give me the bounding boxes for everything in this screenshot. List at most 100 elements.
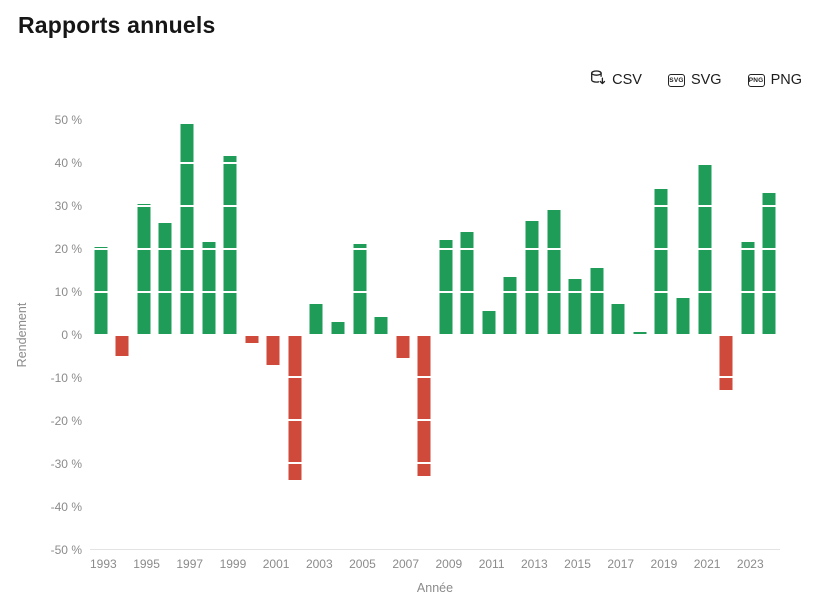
bar-slot-1994 [112, 120, 134, 549]
y-tick-label: -30 % [50, 457, 82, 471]
x-tick-label [548, 557, 564, 571]
bar-2003[interactable] [309, 304, 323, 335]
bar-slot-2001 [263, 120, 285, 549]
y-tick-label: 0 % [61, 328, 82, 342]
bar-slot-2021 [694, 120, 716, 549]
bar-slot-2020 [672, 120, 694, 549]
bar-slot-2010 [457, 120, 479, 549]
export-toolbar: CSV SVG SVG PNG PNG [590, 70, 802, 90]
x-tick-label: 2003 [305, 557, 333, 571]
bar-2000[interactable] [245, 334, 259, 344]
bar-2022[interactable] [719, 334, 733, 391]
export-csv-button[interactable]: CSV [590, 70, 642, 90]
bar-1994[interactable] [115, 334, 129, 356]
x-tick-label: 1993 [90, 557, 117, 571]
bar-2015[interactable] [568, 278, 582, 335]
bar-1996[interactable] [158, 222, 172, 335]
bar-slot-2018 [629, 120, 651, 549]
bar-slot-2003 [306, 120, 328, 549]
bar-2017[interactable] [611, 304, 625, 335]
bar-slot-1998 [198, 120, 220, 549]
export-png-button[interactable]: PNG PNG [747, 72, 802, 88]
y-tick-label: 20 % [54, 242, 82, 256]
x-tick-label [591, 557, 607, 571]
bar-slot-2012 [500, 120, 522, 549]
bar-slot-2000 [241, 120, 263, 549]
export-svg-button[interactable]: SVG SVG [667, 72, 722, 88]
bar-slot-2007 [392, 120, 414, 549]
bar-slot-2006 [370, 120, 392, 549]
bar-2016[interactable] [590, 268, 604, 335]
x-tick-label [677, 557, 693, 571]
bar-2007[interactable] [396, 334, 410, 359]
x-tick-label: 2007 [392, 557, 420, 571]
page-title: Rapports annuels [18, 12, 216, 38]
plot-area [90, 120, 780, 550]
bar-slot-2019 [651, 120, 673, 549]
x-tick-label [419, 557, 435, 571]
bar-2008[interactable] [417, 334, 431, 477]
x-tick-label [505, 557, 521, 571]
bar-2020[interactable] [676, 298, 690, 335]
bar-2021[interactable] [698, 165, 712, 335]
png-file-icon: PNG [747, 73, 765, 87]
bar-slot-1999 [219, 120, 241, 549]
y-tick-label: 30 % [54, 199, 82, 213]
bar-slot-2016 [586, 120, 608, 549]
bar-2023[interactable] [741, 242, 755, 335]
bar-2013[interactable] [525, 220, 539, 335]
x-tick-label [462, 557, 478, 571]
bar-slot-2008 [413, 120, 435, 549]
y-tick-label: 10 % [54, 285, 82, 299]
bar-1998[interactable] [202, 242, 216, 335]
bar-2012[interactable] [503, 276, 517, 335]
x-tick-label: 1999 [219, 557, 247, 571]
x-tick-label [764, 557, 780, 571]
bar-slot-2005 [349, 120, 371, 549]
x-tick-label: 2021 [693, 557, 721, 571]
x-tick-label [333, 557, 349, 571]
x-tick-label: 2017 [607, 557, 635, 571]
bar-2010[interactable] [460, 231, 474, 335]
bar-2006[interactable] [374, 317, 388, 335]
x-axis-title: Année [416, 581, 454, 595]
bar-slot-2022 [715, 120, 737, 549]
bar-2009[interactable] [439, 240, 453, 335]
bar-slot-1997 [176, 120, 198, 549]
bar-2024[interactable] [762, 192, 776, 335]
x-tick-label [720, 557, 736, 571]
y-tick-label: -40 % [50, 500, 82, 514]
x-tick-label: 2013 [520, 557, 548, 571]
bar-2019[interactable] [654, 188, 668, 335]
bar-1995[interactable] [137, 203, 151, 335]
x-tick-label [289, 557, 305, 571]
x-tick-label: 2011 [478, 557, 505, 571]
bar-slot-2004 [327, 120, 349, 549]
bar-slot-2014 [543, 120, 565, 549]
bar-slot-2024 [758, 120, 780, 549]
bar-slot-1993 [90, 120, 112, 549]
bar-2001[interactable] [266, 334, 280, 365]
bar-1999[interactable] [223, 156, 237, 335]
export-csv-label: CSV [612, 72, 642, 88]
bar-2018[interactable] [633, 332, 647, 335]
bar-2005[interactable] [353, 244, 367, 335]
x-tick-label: 2005 [349, 557, 376, 571]
y-axis-ticks: 50 % 40 % 30 % 20 % 10 % 0 % -10 % -20 % -30 % -4… [0, 113, 82, 557]
x-tick-label: 2023 [736, 557, 764, 571]
bar-1993[interactable] [94, 246, 108, 335]
x-tick-label: 2009 [435, 557, 463, 571]
export-svg-label: SVG [690, 72, 722, 88]
bar-slot-2009 [435, 120, 457, 549]
bar-2014[interactable] [547, 210, 561, 335]
bar-2004[interactable] [331, 321, 345, 335]
bar-2002[interactable] [288, 334, 302, 481]
bar-slot-1996 [155, 120, 177, 549]
x-tick-label: 2001 [262, 557, 290, 571]
bar-slot-2002 [284, 120, 306, 549]
x-tick-label: 1995 [133, 557, 160, 571]
bar-2011[interactable] [482, 310, 496, 335]
x-tick-label [376, 557, 392, 571]
bar-1997[interactable] [180, 124, 194, 335]
